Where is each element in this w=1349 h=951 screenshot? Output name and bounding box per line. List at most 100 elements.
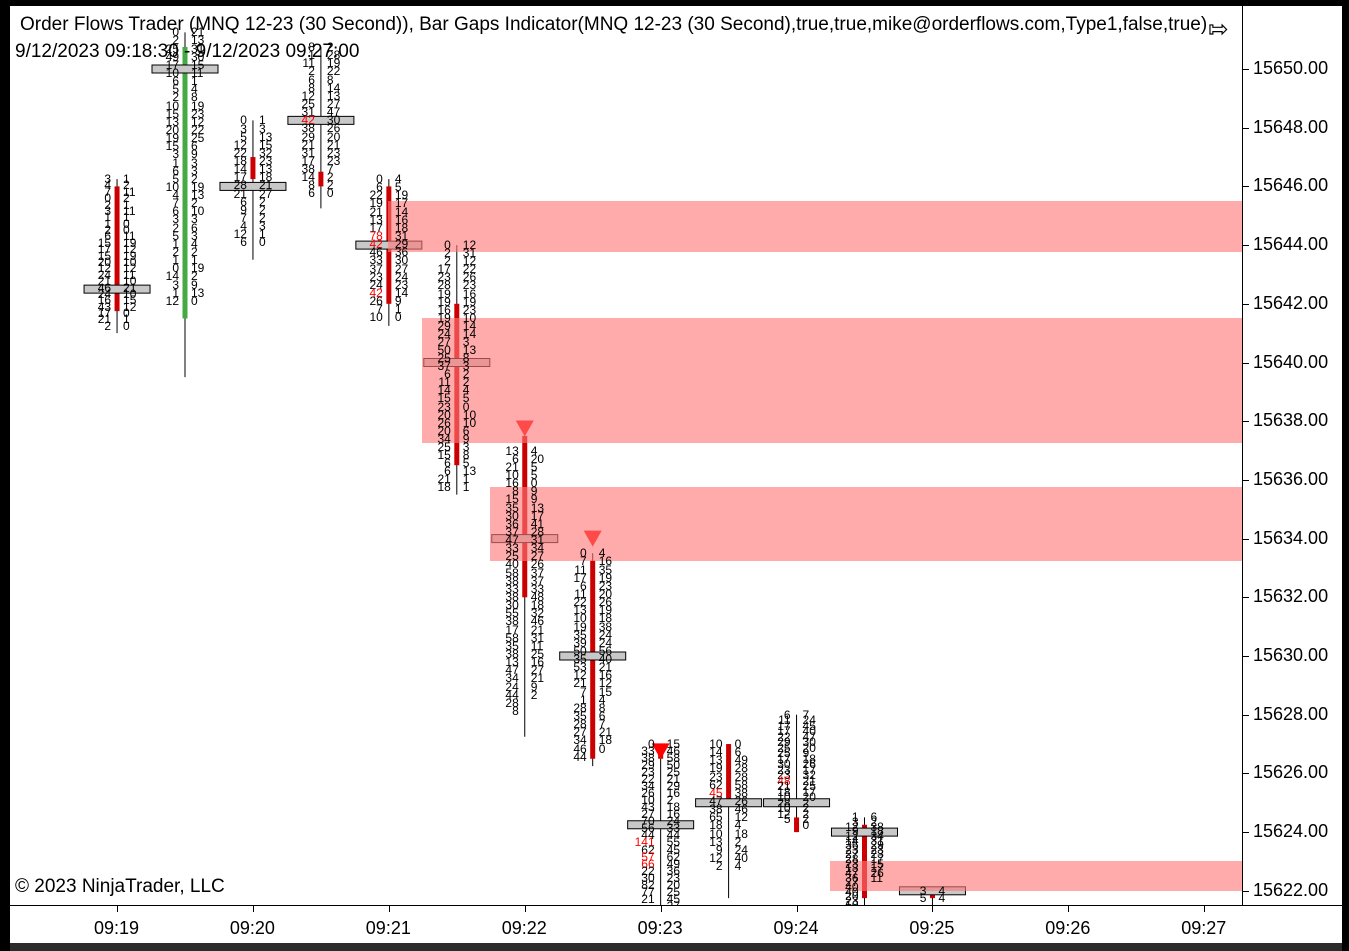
bid-volume: 6: [444, 456, 451, 471]
ask-volume: 50: [666, 758, 680, 773]
ask-volume: 10: [123, 255, 137, 269]
bar-body: [114, 186, 120, 312]
ask-volume: 23: [870, 842, 884, 857]
price-axis[interactable]: 15650.00 15648.00 15646.00 15644.00 15642.00…: [1242, 6, 1342, 905]
bid-volume: 7: [580, 554, 587, 569]
ask-volume: 19: [123, 235, 137, 250]
bid-volume: 12: [777, 806, 791, 821]
bid-volume: 23: [845, 842, 859, 857]
ask-volume: 20: [326, 129, 341, 144]
bid-volume: 14: [845, 833, 859, 848]
ask-volume: 16: [666, 786, 680, 801]
price-tick: [1243, 890, 1249, 892]
bid-volume: 40: [845, 884, 859, 899]
bid-volume: 47: [845, 866, 859, 881]
bid-volume: 47: [505, 533, 519, 548]
ask-volume: 25: [666, 884, 680, 899]
bid-volume: 14: [233, 162, 247, 177]
ask-volume: 23: [191, 106, 205, 121]
bid-volume: 2: [104, 318, 112, 333]
ask-volume: 15: [258, 137, 273, 152]
ask-volume: 12: [191, 114, 205, 129]
ask-volume: 6: [462, 423, 470, 438]
bid-volume: 13: [709, 753, 723, 768]
bid-volume: 3: [172, 147, 179, 162]
bid-volume: 38: [641, 751, 655, 766]
bid-volume: 43: [97, 299, 112, 314]
ask-volume: 11: [123, 184, 136, 199]
bid-volume: 7: [580, 684, 587, 699]
bid-volume: 12: [573, 668, 587, 683]
ask-volume: 13: [191, 33, 205, 48]
bid-volume: 29: [301, 129, 315, 144]
bid-volume: 12: [97, 261, 112, 276]
bid-volume: 3: [919, 883, 927, 898]
ask-volume: 5: [530, 459, 538, 474]
price-tick: [1243, 538, 1249, 540]
bid-volume: 47: [505, 663, 519, 678]
bid-volume: 9: [715, 842, 723, 857]
ask-volume: 0: [123, 306, 130, 321]
ask-volume: 9: [191, 147, 198, 162]
ask-volume: 11: [530, 638, 544, 653]
bid-volume: 2: [308, 64, 315, 79]
bid-volume: 11: [574, 562, 587, 577]
bid-volume: 33: [505, 541, 519, 556]
bid-volume: 17: [165, 57, 179, 72]
ask-volume: 21: [326, 137, 341, 152]
bid-volume: 16: [437, 302, 451, 317]
time-label: 09:23: [637, 918, 683, 938]
bid-volume: 11: [438, 375, 451, 390]
ask-volume: 9: [191, 277, 198, 292]
ask-volume: 0: [734, 737, 742, 752]
ask-volume: 21: [802, 773, 816, 788]
ask-volume: 23: [462, 302, 477, 317]
horizontal-scrollbar[interactable]: [10, 943, 1342, 951]
bid-volume: 9: [851, 824, 859, 839]
bid-volume: 7: [172, 196, 179, 211]
bid-volume: 19: [165, 131, 179, 146]
bid-volume: 27: [573, 725, 587, 740]
ask-volume: 9: [530, 492, 538, 507]
bid-volume: 21: [369, 204, 383, 219]
bid-volume: 7: [240, 211, 247, 225]
ask-volume: 47: [802, 729, 816, 744]
price-label: 15636.00: [1253, 468, 1329, 489]
ask-volume: 13: [258, 129, 273, 144]
price-tick: [1243, 714, 1249, 716]
ask-volume: 18: [258, 170, 273, 185]
ask-volume: 38: [734, 785, 748, 800]
ask-volume: 18: [394, 220, 409, 235]
bid-volume: 37: [437, 359, 451, 374]
ask-volume: 8: [462, 447, 470, 462]
bid-volume: 15: [505, 492, 519, 507]
bid-volume: 0: [647, 737, 655, 752]
bid-volume: 24: [505, 679, 519, 694]
ask-volume: 3: [258, 121, 266, 136]
poc-box: [695, 798, 763, 808]
bid-volume: 3: [851, 815, 859, 830]
ask-volume: 58: [666, 751, 680, 766]
price-label: 15638.00: [1253, 410, 1329, 431]
ask-volume: 17: [802, 784, 816, 799]
time-axis[interactable]: 09:19 09:20 09:21 09:22 09:23 09:24 09:25 09:26…: [10, 905, 1342, 943]
ask-volume: 1: [123, 172, 130, 187]
ask-volume: 48: [530, 590, 545, 605]
ask-volume: 1: [191, 253, 198, 268]
price-label: 15624.00: [1253, 821, 1329, 842]
price-tick: [1243, 832, 1249, 834]
ask-volume: 0: [123, 223, 130, 238]
time-tick: [660, 906, 662, 912]
bid-volume: 43: [641, 800, 655, 815]
ask-volume: 36: [394, 245, 409, 260]
bid-volume: 18: [233, 154, 247, 169]
ask-volume: 26: [326, 121, 341, 136]
ask-volume: 12: [123, 299, 137, 314]
ask-volume: 26: [530, 557, 545, 572]
bid-volume: 77: [641, 884, 655, 899]
ask-volume: 13: [191, 188, 205, 203]
bid-volume: 5: [172, 82, 179, 97]
bid-volume: 2: [715, 859, 723, 874]
arrow-right-icon[interactable]: ⇰: [1208, 16, 1229, 43]
chart-panel[interactable]: 3 4 7 0 2 3 1 1 2 6 15 17 15 20 12 24 21 46 24 16 43 17 21 2 1 2 1…: [10, 6, 1242, 905]
